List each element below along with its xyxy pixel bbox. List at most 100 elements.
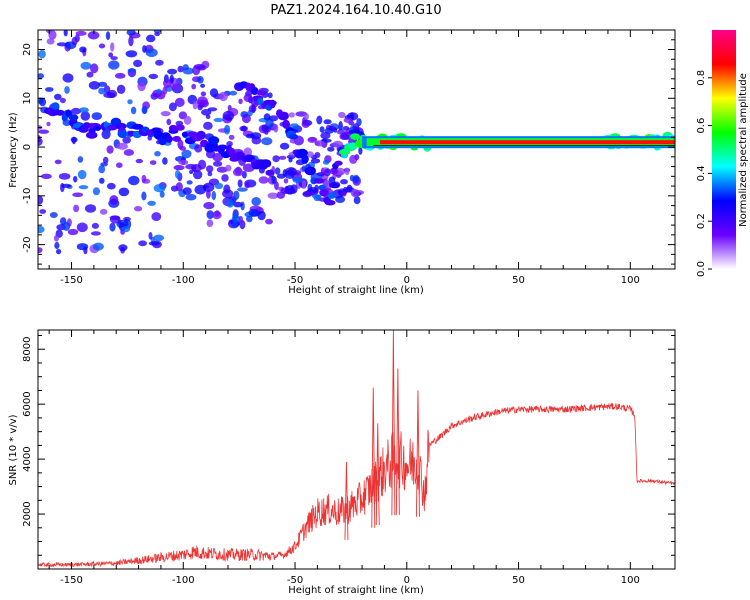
- heatmap-cell: [181, 131, 189, 137]
- heatmap-cell: [304, 166, 316, 176]
- heatmap-cell: [62, 73, 74, 83]
- heatmap-cell: [54, 241, 60, 250]
- heatmap-cell: [39, 209, 47, 214]
- heatmap-band-core: [379, 140, 675, 145]
- heatmap-cell: [237, 179, 243, 188]
- heatmap-cell: [267, 92, 273, 99]
- heatmap-cell: [251, 136, 262, 145]
- heatmap-cell: [212, 211, 222, 220]
- heatmap-cell: [168, 102, 177, 112]
- heatmap-cell: [117, 129, 128, 139]
- heatmap-cell: [54, 159, 62, 165]
- y-tick-label: 20: [22, 43, 33, 56]
- x-tick-label: -150: [60, 275, 83, 286]
- heatmap-cell: [349, 174, 355, 182]
- heatmap-cell: [301, 120, 310, 128]
- heatmap-cell: [181, 149, 192, 159]
- heatmap-cell: [348, 142, 358, 151]
- heatmap-cell: [225, 164, 232, 172]
- heatmap-cell: [340, 131, 353, 140]
- heatmap-cell: [82, 122, 91, 129]
- heatmap-cell: [174, 165, 182, 170]
- heatmap-cell: [128, 36, 134, 47]
- heatmap-cell: [324, 199, 336, 206]
- heatmap-cell: [358, 147, 363, 155]
- heatmap-cell: [169, 83, 181, 89]
- heatmap-cell: [233, 190, 240, 200]
- heatmap-cell: [288, 157, 293, 163]
- snr-series-line: [38, 402, 675, 568]
- heatmap-cell: [155, 59, 164, 66]
- snr-frame: [37, 329, 676, 570]
- heatmap-cell: [327, 146, 335, 152]
- heatmap-cell: [154, 32, 161, 37]
- heatmap-cell: [64, 86, 70, 94]
- heatmap-cell: [257, 97, 264, 106]
- x-tick-label: -150: [60, 575, 83, 586]
- heatmap-cell: [251, 197, 261, 206]
- heatmap-cell: [256, 90, 267, 96]
- heatmap-cell: [62, 221, 71, 231]
- heatmap-cell: [92, 242, 104, 251]
- heatmap-cell: [160, 111, 171, 117]
- heatmap-cell: [80, 111, 91, 121]
- heatmap-cell: [102, 156, 109, 164]
- heatmap-cell: [270, 100, 277, 106]
- heatmap-cell: [103, 92, 116, 99]
- x-tick-label: 50: [512, 275, 525, 286]
- heatmap-cell: [257, 210, 266, 221]
- snr-spike: [416, 390, 420, 517]
- heatmap-cell: [53, 235, 59, 242]
- heatmap-cell: [118, 187, 130, 197]
- heatmap-cell: [37, 16, 46, 25]
- heatmap-cell: [221, 174, 229, 182]
- heatmap-cell: [320, 132, 331, 140]
- spectrogram-y-ticks: -20 -10 0 10 20: [22, 29, 675, 265]
- heatmap-cell: [207, 171, 213, 177]
- heatmap-cell: [141, 105, 148, 115]
- heatmap-cell: [218, 91, 228, 102]
- heatmap-cell: [56, 42, 68, 47]
- x-tick-label: -50: [287, 275, 303, 286]
- heatmap-cell: [216, 166, 228, 173]
- x-tick-label: 50: [512, 575, 525, 586]
- heatmap-cell: [334, 160, 343, 166]
- heatmap-cell: [88, 81, 100, 90]
- heatmap-cell: [146, 34, 156, 43]
- snr-x-label: Height of straight line (km): [288, 585, 424, 596]
- colorbar-tick-label: 0.2: [696, 213, 707, 229]
- heatmap-cell: [276, 173, 286, 179]
- heatmap-cell: [196, 130, 206, 140]
- heatmap-cell: [315, 140, 325, 147]
- heatmap-cell: [134, 11, 141, 20]
- y-tick-label: 2000: [22, 501, 33, 526]
- heatmap-cell: [123, 149, 135, 156]
- colorbar-gradient: [712, 30, 736, 269]
- snr-x-ticks: -150 -100 -50 0 50 100: [48, 330, 676, 586]
- heatmap-cell: [84, 204, 97, 213]
- heatmap-cell: [329, 182, 340, 189]
- snr-spike: [391, 330, 396, 516]
- heatmap-cell: [133, 59, 143, 68]
- heatmap-cell: [109, 222, 116, 232]
- heatmap-cell: [47, 10, 57, 15]
- heatmap-cell: [158, 136, 167, 146]
- heatmap-cell: [142, 45, 147, 53]
- heatmap-cell: [189, 170, 194, 174]
- heatmap-cell: [127, 99, 133, 105]
- heatmap-cell: [144, 18, 151, 26]
- heatmap-cell: [152, 240, 162, 249]
- heatmap-cell: [327, 192, 337, 199]
- heatmap-cell: [245, 215, 253, 223]
- colorbar: 0.0 0.2 0.4 0.6 0.8 Normalized spectral ampl…: [696, 30, 749, 277]
- heatmap-cell: [162, 157, 168, 165]
- heatmap-cell: [156, 88, 162, 94]
- heatmap-cell: [193, 170, 203, 180]
- heatmap-cell: [73, 204, 80, 213]
- heatmap-cell: [145, 48, 158, 58]
- heatmap-cell: [56, 248, 62, 255]
- heatmap-cell: [304, 113, 309, 120]
- heatmap-cell: [116, 162, 123, 168]
- heatmap-cell: [79, 46, 87, 53]
- colorbar-tick-label: 0.6: [696, 118, 707, 134]
